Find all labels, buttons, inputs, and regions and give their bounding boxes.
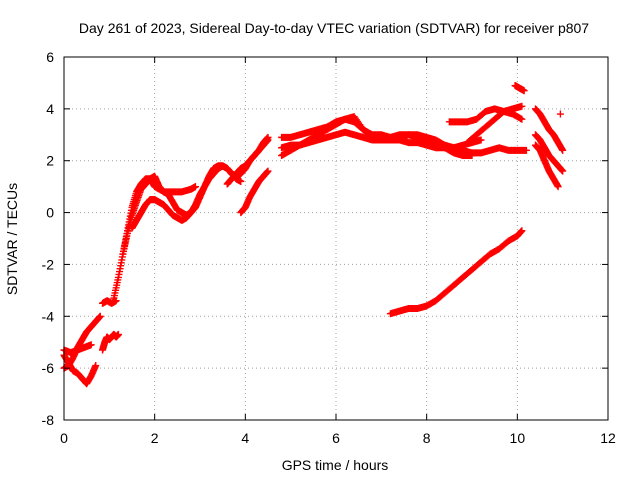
data-point — [264, 167, 272, 175]
chart-title: Day 261 of 2023, Sidereal Day-to-day VTE… — [79, 20, 589, 36]
y-tick-label: -6 — [42, 360, 55, 376]
series-track-r — [531, 131, 567, 175]
y-tick-label: -4 — [42, 308, 55, 324]
data-point — [96, 312, 104, 320]
data-point — [518, 115, 526, 123]
data-point — [477, 136, 485, 144]
x-tick-label: 4 — [241, 430, 249, 446]
data-point — [559, 146, 567, 154]
x-tick-label: 8 — [423, 430, 431, 446]
series-track-e — [99, 297, 120, 307]
series-track-q — [531, 105, 567, 154]
data-point — [522, 146, 530, 154]
data-point — [87, 341, 95, 349]
y-tick-label: 0 — [46, 205, 54, 221]
series-track-b — [60, 312, 104, 372]
y-tick-label: 2 — [46, 153, 54, 169]
series-track-p — [511, 82, 528, 95]
series-track-c — [60, 341, 95, 357]
axis-ticks: 0 2 4 6 8 10 12 -8 -6 -4 -2 0 2 4 6 — [42, 49, 616, 446]
series-track-u — [386, 227, 526, 318]
data-point — [518, 102, 526, 110]
grid-lines — [64, 57, 608, 420]
data-point — [264, 133, 272, 141]
data-point — [559, 167, 567, 175]
y-tick-label: 4 — [46, 101, 54, 117]
x-axis-label: GPS time / hours — [282, 457, 389, 473]
data-point — [518, 227, 526, 235]
data-series — [60, 82, 567, 388]
series-track-o — [463, 102, 526, 147]
series-track-m — [278, 113, 476, 160]
data-point — [520, 87, 528, 95]
y-tick-label: -8 — [42, 412, 55, 428]
data-point — [237, 177, 245, 185]
series-track-t — [556, 110, 564, 118]
x-tick-label: 0 — [60, 430, 68, 446]
y-axis-label: SDTVAR / TECUs — [4, 183, 20, 295]
x-tick-label: 12 — [600, 430, 616, 446]
x-tick-label: 6 — [332, 430, 340, 446]
x-tick-label: 10 — [510, 430, 526, 446]
data-point — [468, 152, 476, 160]
series-track-d — [99, 330, 122, 354]
series-track-s — [531, 141, 562, 191]
series-track-j — [237, 167, 272, 217]
data-point — [556, 110, 564, 118]
x-tick-label: 2 — [151, 430, 159, 446]
series-track-g — [119, 162, 245, 258]
data-point — [92, 362, 100, 370]
y-tick-label: -2 — [42, 256, 55, 272]
data-point — [191, 183, 199, 191]
y-tick-label: 6 — [46, 49, 54, 65]
data-point — [554, 183, 562, 191]
series-track-i — [223, 133, 272, 188]
data-point — [114, 330, 122, 338]
